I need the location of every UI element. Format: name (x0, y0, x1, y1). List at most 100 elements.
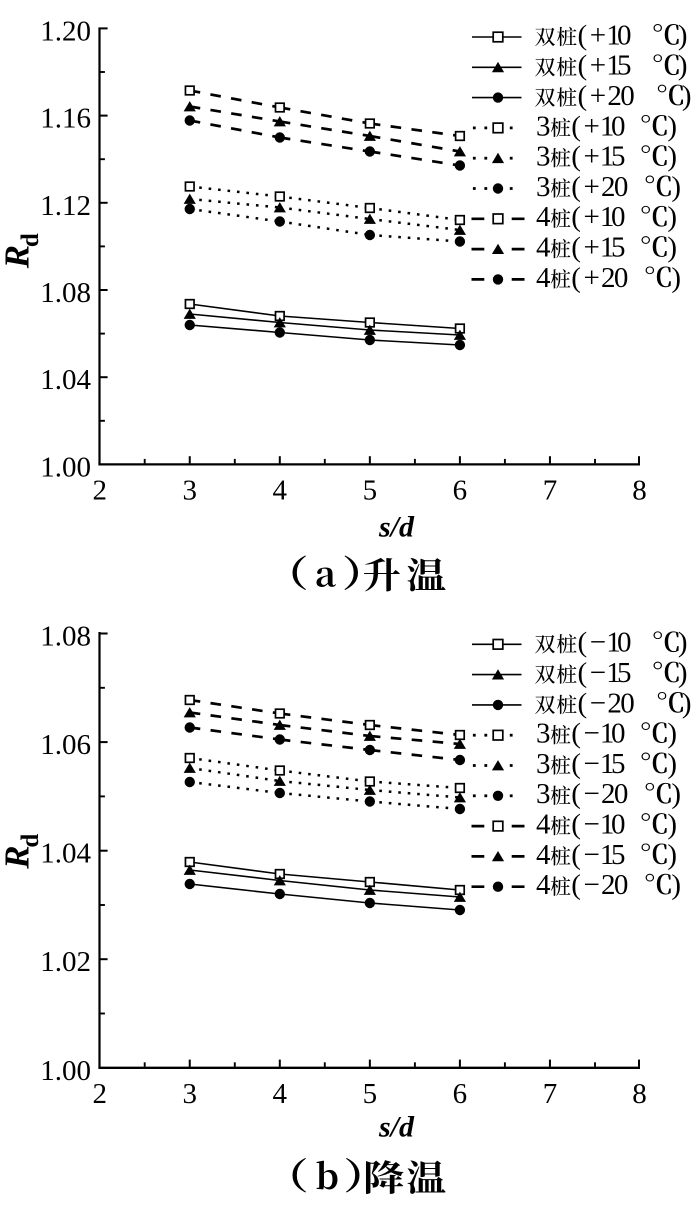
svg-text:R: R (0, 245, 37, 269)
svg-text:−: − (584, 778, 600, 810)
svg-text:): ) (678, 50, 688, 82)
svg-text:6: 6 (453, 1078, 468, 1110)
svg-text:6: 6 (453, 475, 468, 507)
svg-text:5: 5 (617, 657, 632, 689)
svg-text:−: − (584, 869, 600, 901)
svg-text:(: ( (571, 262, 581, 294)
svg-text:): ) (671, 778, 681, 810)
svg-text:1: 1 (600, 110, 615, 142)
svg-text:(: ( (571, 232, 581, 264)
svg-text:+: + (584, 110, 600, 142)
svg-text:2: 2 (92, 475, 107, 507)
svg-text:−: − (584, 809, 600, 841)
svg-text:1.16: 1.16 (40, 103, 91, 135)
svg-text:(: ( (571, 110, 581, 142)
svg-text:0: 0 (614, 869, 629, 901)
svg-text:5: 5 (363, 475, 378, 507)
svg-text:2: 2 (607, 687, 622, 719)
svg-text:): ) (682, 687, 692, 719)
svg-text:4: 4 (536, 809, 551, 841)
svg-text:(: ( (571, 809, 581, 841)
svg-text:4: 4 (536, 869, 551, 901)
svg-text:7: 7 (543, 1078, 558, 1110)
svg-text:3: 3 (536, 110, 551, 142)
svg-text:1.12: 1.12 (40, 190, 91, 222)
svg-text:): ) (671, 869, 681, 901)
svg-text:4: 4 (536, 839, 551, 871)
svg-text:1: 1 (600, 839, 615, 871)
svg-text:+: + (584, 141, 600, 173)
svg-text:+: + (590, 80, 606, 112)
svg-text:): ) (682, 80, 692, 112)
svg-text:1: 1 (606, 627, 621, 659)
svg-text:4: 4 (536, 232, 551, 264)
svg-text:4: 4 (273, 475, 288, 507)
svg-text:1.00: 1.00 (40, 1055, 91, 1087)
svg-text:5: 5 (611, 748, 626, 780)
svg-text:): ) (667, 839, 677, 871)
svg-text:): ) (667, 809, 677, 841)
svg-text:): ) (678, 19, 688, 51)
svg-text:3: 3 (183, 1078, 198, 1110)
svg-text:(: ( (571, 778, 581, 810)
svg-text:1: 1 (606, 19, 621, 51)
svg-text:(: ( (578, 627, 588, 659)
svg-text:1: 1 (600, 748, 615, 780)
svg-text:(: ( (578, 80, 588, 112)
svg-text:): ) (667, 718, 677, 750)
svg-text:4: 4 (536, 262, 551, 294)
svg-text:(: ( (571, 869, 581, 901)
svg-text:1.08: 1.08 (40, 277, 91, 309)
svg-text:): ) (667, 110, 677, 142)
svg-text:+: + (590, 19, 606, 51)
svg-text:1.20: 1.20 (40, 15, 91, 47)
svg-text:7: 7 (543, 475, 558, 507)
svg-text:(: ( (571, 718, 581, 750)
svg-text:1: 1 (600, 809, 615, 841)
svg-text:(: ( (571, 171, 581, 203)
svg-text:0: 0 (617, 19, 632, 51)
svg-text:3: 3 (536, 748, 551, 780)
svg-text:−: − (584, 718, 600, 750)
svg-text:3: 3 (536, 141, 551, 173)
svg-text:0: 0 (611, 809, 626, 841)
svg-text:2: 2 (601, 262, 616, 294)
svg-text:): ) (678, 627, 688, 659)
svg-text:1.00: 1.00 (40, 451, 91, 483)
svg-text:+: + (584, 232, 600, 264)
svg-text:(: ( (578, 657, 588, 689)
svg-text:(: ( (571, 748, 581, 780)
svg-text:0: 0 (614, 778, 629, 810)
svg-text:3: 3 (183, 475, 198, 507)
svg-text:(: ( (578, 50, 588, 82)
svg-text:0: 0 (614, 171, 629, 203)
svg-text:3: 3 (536, 718, 551, 750)
svg-text:−: − (590, 687, 606, 719)
svg-text:8: 8 (632, 475, 647, 507)
svg-text:+: + (584, 171, 600, 203)
svg-text:2: 2 (601, 869, 616, 901)
svg-text:5: 5 (611, 839, 626, 871)
svg-text:4: 4 (536, 201, 551, 233)
svg-text:): ) (667, 232, 677, 264)
svg-text:1: 1 (600, 141, 615, 173)
svg-text:s/d: s/d (378, 510, 415, 543)
svg-text:(: ( (578, 19, 588, 51)
svg-text:−: − (590, 657, 606, 689)
svg-text:s/d: s/d (378, 1110, 415, 1143)
svg-text:1: 1 (600, 718, 615, 750)
svg-text:1.04: 1.04 (40, 364, 91, 396)
svg-text:5: 5 (617, 50, 632, 82)
svg-text:d: d (17, 834, 44, 848)
svg-text:(: ( (571, 141, 581, 173)
svg-text:d: d (17, 233, 44, 247)
svg-text:8: 8 (632, 1078, 647, 1110)
svg-text:(: ( (578, 687, 588, 719)
svg-text:1: 1 (606, 657, 621, 689)
svg-text:): ) (667, 201, 677, 233)
svg-text:0: 0 (614, 262, 629, 294)
svg-text:5: 5 (611, 141, 626, 173)
svg-text:2: 2 (92, 1078, 107, 1110)
svg-text:0: 0 (620, 80, 635, 112)
svg-text:5: 5 (363, 1078, 378, 1110)
